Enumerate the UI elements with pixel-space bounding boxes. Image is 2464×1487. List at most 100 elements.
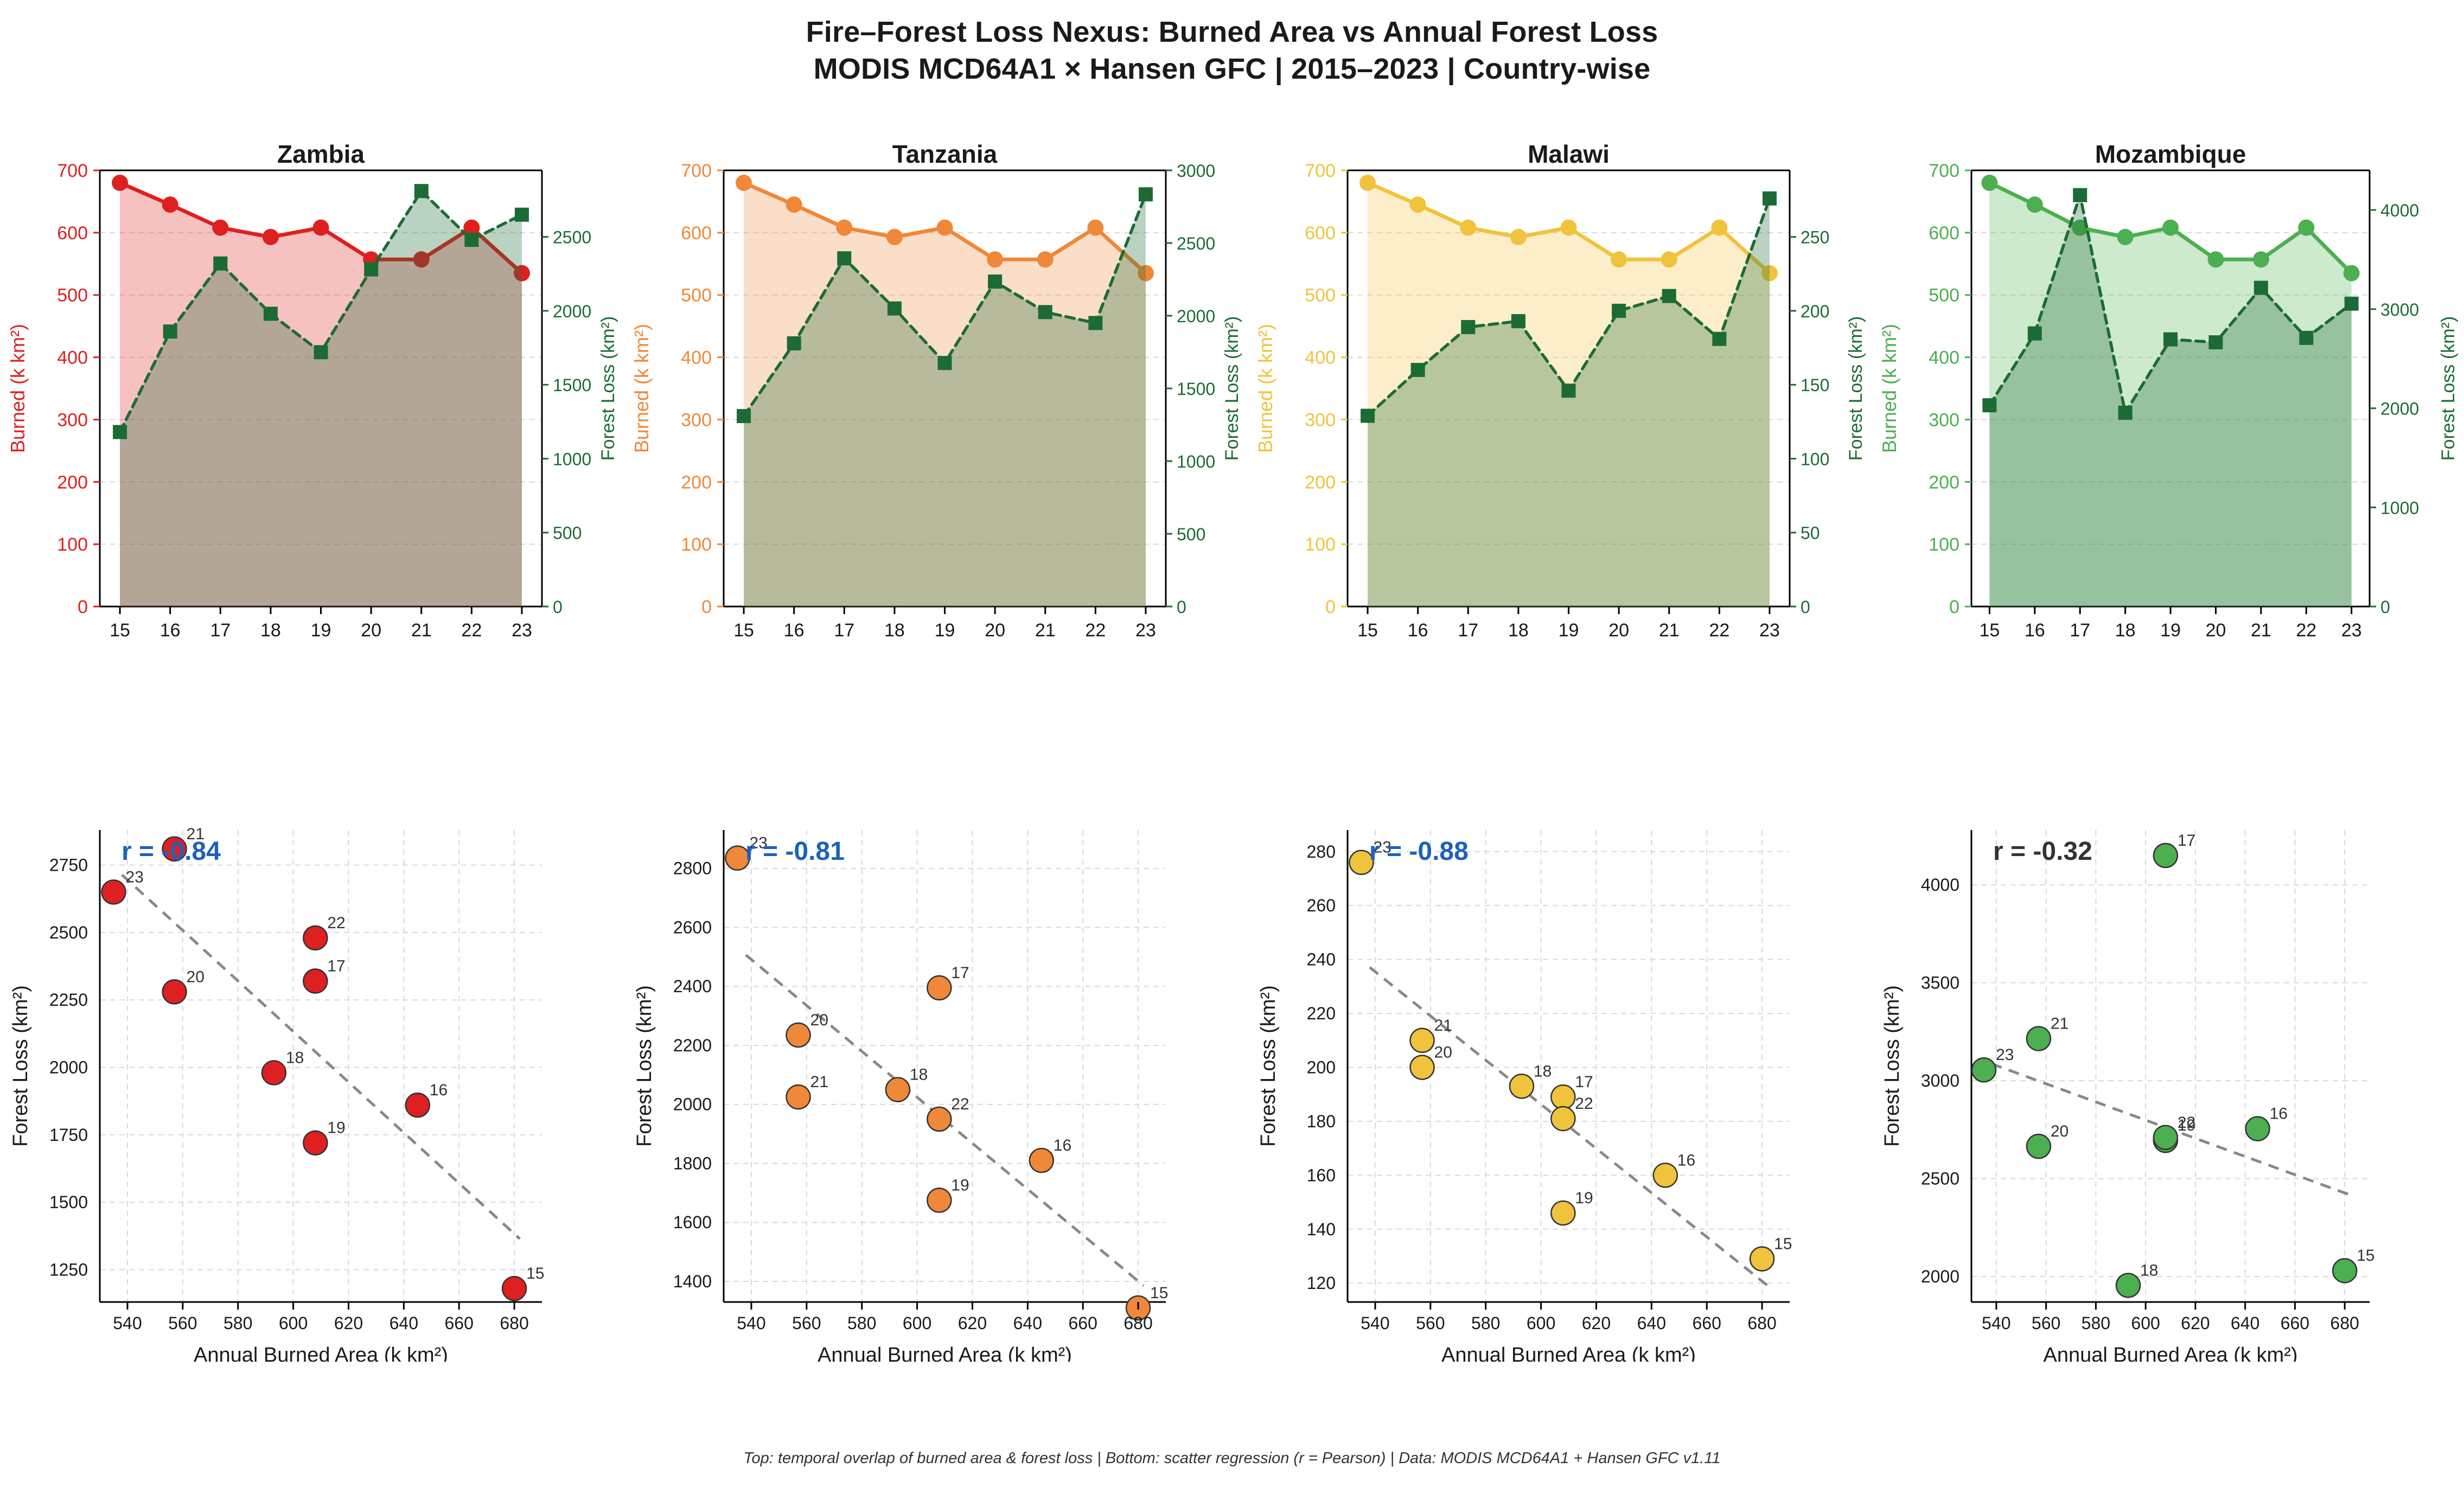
svg-text:600: 600	[1305, 223, 1336, 244]
svg-text:160: 160	[1307, 1165, 1336, 1185]
svg-text:2000: 2000	[553, 302, 591, 321]
svg-text:Forest Loss (km²): Forest Loss (km²)	[1257, 985, 1280, 1147]
svg-text:22: 22	[951, 1095, 969, 1113]
svg-text:3000: 3000	[1177, 161, 1215, 181]
svg-text:20: 20	[1608, 620, 1629, 641]
svg-text:22: 22	[461, 620, 482, 641]
svg-text:600: 600	[1929, 223, 1959, 244]
svg-text:2250: 2250	[49, 990, 88, 1010]
svg-text:580: 580	[847, 1313, 876, 1333]
svg-text:400: 400	[681, 348, 712, 368]
svg-text:600: 600	[2131, 1313, 2160, 1333]
svg-text:18: 18	[1508, 620, 1529, 641]
svg-text:200: 200	[1929, 472, 1959, 493]
svg-text:19: 19	[935, 620, 955, 641]
svg-text:620: 620	[1582, 1313, 1611, 1333]
svg-text:50: 50	[1801, 524, 1820, 543]
svg-text:700: 700	[57, 161, 88, 181]
svg-text:620: 620	[2181, 1313, 2210, 1333]
svg-text:Tanzania: Tanzania	[892, 140, 998, 168]
svg-text:Malawi: Malawi	[1528, 140, 1610, 168]
svg-text:580: 580	[2082, 1313, 2110, 1333]
svg-text:560: 560	[2032, 1313, 2060, 1333]
svg-text:300: 300	[681, 410, 712, 430]
svg-text:540: 540	[1982, 1313, 2010, 1333]
svg-text:700: 700	[1305, 161, 1336, 181]
svg-text:19: 19	[1575, 1189, 1593, 1207]
svg-text:400: 400	[57, 348, 88, 368]
svg-text:Forest Loss (km²): Forest Loss (km²)	[2438, 316, 2459, 461]
svg-text:23: 23	[512, 620, 532, 641]
svg-text:15: 15	[526, 1265, 544, 1282]
svg-text:17: 17	[2178, 832, 2195, 850]
svg-text:1000: 1000	[553, 449, 591, 469]
svg-text:Annual Burned Area (k km²): Annual Burned Area (k km²)	[2044, 1344, 2298, 1362]
svg-text:100: 100	[1929, 534, 1959, 555]
svg-text:150: 150	[1801, 375, 1829, 395]
svg-text:140: 140	[1307, 1220, 1336, 1239]
svg-text:500: 500	[1929, 285, 1959, 306]
svg-text:19: 19	[327, 1119, 345, 1137]
svg-text:2000: 2000	[49, 1057, 88, 1077]
svg-text:280: 280	[1307, 842, 1336, 861]
svg-text:18: 18	[260, 620, 281, 641]
svg-text:540: 540	[737, 1313, 765, 1333]
svg-text:2500: 2500	[49, 923, 88, 942]
svg-text:180: 180	[1307, 1112, 1336, 1131]
svg-text:2600: 2600	[673, 917, 712, 937]
svg-text:Burned (k km²): Burned (k km²)	[1878, 324, 1900, 453]
svg-text:Mozambique: Mozambique	[2095, 140, 2246, 168]
svg-text:20: 20	[1434, 1043, 1452, 1061]
svg-text:16: 16	[1677, 1151, 1695, 1169]
svg-text:2800: 2800	[673, 859, 712, 878]
svg-text:250: 250	[1801, 228, 1829, 247]
svg-text:0: 0	[2380, 597, 2390, 617]
svg-text:500: 500	[1177, 525, 1205, 544]
svg-text:1000: 1000	[1177, 452, 1215, 471]
svg-text:Annual Burned Area (k km²): Annual Burned Area (k km²)	[818, 1344, 1072, 1362]
svg-text:560: 560	[792, 1313, 821, 1333]
svg-text:560: 560	[1416, 1313, 1445, 1333]
svg-text:23: 23	[1759, 620, 1780, 641]
svg-text:15: 15	[1357, 620, 1378, 641]
svg-text:620: 620	[334, 1313, 363, 1333]
svg-text:260: 260	[1307, 896, 1336, 915]
svg-text:660: 660	[1692, 1313, 1721, 1333]
svg-text:700: 700	[1929, 161, 1959, 181]
svg-text:Forest Loss (km²): Forest Loss (km²)	[1222, 316, 1242, 461]
svg-text:1500: 1500	[49, 1192, 88, 1212]
svg-text:20: 20	[810, 1011, 828, 1029]
svg-text:15: 15	[1774, 1235, 1792, 1253]
svg-text:r = -0.84: r = -0.84	[122, 837, 221, 866]
svg-text:Forest Loss (km²): Forest Loss (km²)	[1881, 985, 1904, 1147]
svg-text:4000: 4000	[1921, 875, 1959, 895]
svg-text:r = -0.32: r = -0.32	[1993, 837, 2092, 866]
svg-text:Forest Loss (km²): Forest Loss (km²)	[633, 985, 656, 1147]
svg-text:2500: 2500	[1177, 234, 1215, 253]
svg-text:18: 18	[286, 1049, 304, 1067]
svg-text:1000: 1000	[2380, 498, 2419, 518]
svg-text:17: 17	[834, 620, 854, 641]
svg-text:2000: 2000	[2380, 399, 2419, 419]
svg-text:600: 600	[1527, 1313, 1555, 1333]
svg-text:640: 640	[2231, 1313, 2259, 1333]
svg-text:23: 23	[2341, 620, 2362, 641]
svg-text:100: 100	[57, 534, 88, 555]
svg-text:Forest Loss (km²): Forest Loss (km²)	[598, 316, 618, 461]
svg-text:23: 23	[1135, 620, 1156, 641]
svg-text:2000: 2000	[1921, 1267, 1959, 1286]
svg-text:680: 680	[500, 1313, 528, 1333]
svg-text:20: 20	[2051, 1122, 2069, 1140]
svg-text:1800: 1800	[673, 1153, 712, 1173]
svg-text:200: 200	[1305, 472, 1336, 493]
svg-text:21: 21	[1659, 620, 1680, 641]
svg-text:200: 200	[681, 472, 712, 493]
svg-text:3000: 3000	[2380, 300, 2419, 320]
svg-text:17: 17	[951, 964, 969, 982]
svg-text:19: 19	[1559, 620, 1579, 641]
svg-text:600: 600	[279, 1313, 308, 1333]
svg-text:0: 0	[1801, 597, 1810, 617]
svg-text:15: 15	[2357, 1247, 2374, 1265]
svg-text:0: 0	[78, 597, 88, 617]
svg-text:0: 0	[1177, 597, 1186, 617]
